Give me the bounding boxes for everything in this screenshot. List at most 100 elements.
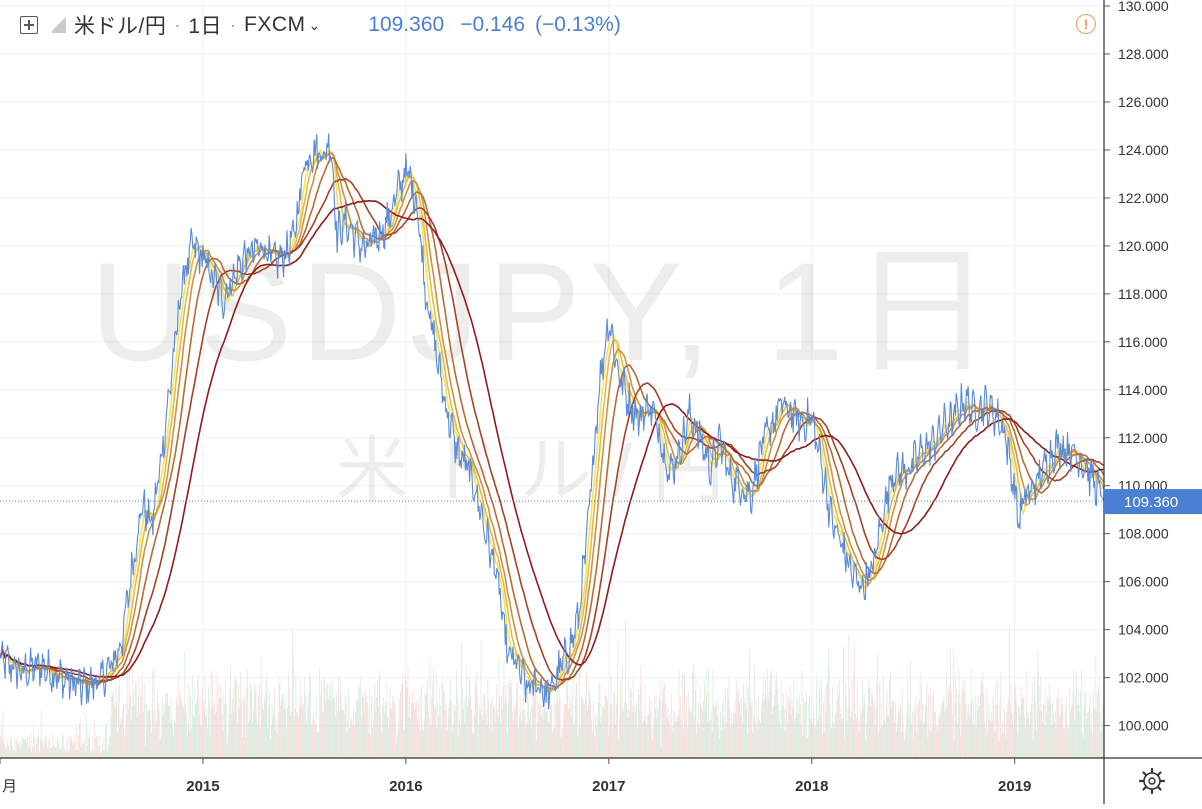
volume-bar — [687, 726, 688, 758]
plus-box-icon[interactable] — [20, 16, 38, 34]
volume-bar — [309, 671, 310, 758]
volume-bar — [485, 710, 487, 758]
volume-bar — [963, 691, 964, 758]
volume-bar — [869, 687, 871, 758]
time-axis[interactable]: 月 2015 2016 2017 2018 2019 — [0, 758, 1031, 795]
exchange-label[interactable]: FXCM — [244, 13, 306, 36]
volume-bar — [582, 698, 584, 758]
volume-bar — [518, 714, 520, 758]
flag-icon[interactable] — [52, 17, 66, 33]
y-tick-label: 100.000 — [1118, 718, 1169, 734]
price-axis[interactable]: 130.000 128.000 126.000 124.000 122.000 120.0… — [1104, 0, 1169, 734]
volume-bar — [168, 704, 169, 758]
volume-bar — [423, 719, 425, 758]
volume-bar — [1102, 703, 1104, 758]
volume-bar — [1002, 722, 1003, 758]
gear-icon[interactable] — [1138, 767, 1166, 795]
volume-bar — [138, 678, 140, 758]
volume-bar — [459, 719, 461, 758]
volume-bar — [101, 742, 103, 758]
volume-bar — [102, 749, 104, 758]
volume-bar — [305, 718, 307, 758]
volume-bar — [1027, 718, 1029, 758]
volume-bar — [321, 679, 322, 758]
volume-bar — [292, 655, 294, 758]
volume-bar — [732, 722, 733, 758]
volume-bar — [945, 708, 946, 758]
volume-bar — [693, 716, 695, 758]
volume-bar — [681, 718, 682, 758]
separator-dot: · — [174, 14, 181, 35]
volume-bar — [1012, 713, 1014, 758]
volume-bar — [246, 687, 248, 758]
volume-bar — [12, 751, 14, 758]
volume-bar — [158, 708, 160, 758]
volume-bar — [250, 685, 252, 758]
volume-bar — [879, 727, 881, 758]
volume-bar — [487, 680, 489, 758]
volume-bar — [33, 725, 34, 758]
volume-bar — [108, 738, 110, 758]
volume-bar — [416, 718, 418, 758]
volume-bar — [715, 706, 717, 758]
volume-bar — [353, 707, 355, 758]
volume-bar — [979, 705, 980, 758]
volume-bar — [105, 725, 107, 758]
volume-bar — [884, 720, 885, 758]
exclamation-circle-icon[interactable]: ! — [1076, 14, 1096, 34]
volume-bar — [957, 723, 958, 758]
volume-bar — [620, 706, 622, 758]
volume-bar — [843, 646, 845, 758]
volume-bar — [849, 686, 851, 758]
volume-bar — [1065, 697, 1067, 758]
volume-bar — [83, 743, 85, 758]
volume-bar — [203, 706, 205, 758]
volume-bar — [14, 738, 16, 758]
volume-bar — [748, 686, 749, 758]
volume-bar — [1044, 726, 1046, 758]
volume-bar — [670, 725, 671, 758]
volume-bar — [148, 710, 150, 758]
volume-bar — [444, 711, 446, 758]
volume-bar — [777, 704, 779, 758]
last-price-label: 109.360 — [1104, 489, 1202, 515]
volume-bar — [980, 692, 981, 758]
volume-bar — [1095, 656, 1097, 758]
volume-bar — [397, 729, 399, 758]
volume-bar — [107, 750, 108, 758]
interval-label[interactable]: 1日 — [188, 15, 223, 38]
volume-bar — [45, 737, 47, 758]
volume-bar — [771, 713, 773, 758]
volume-bar — [464, 723, 466, 758]
volume-bar — [2, 711, 4, 758]
volume-bar — [42, 741, 44, 758]
symbol-name[interactable]: 米ドル/円 — [74, 15, 167, 38]
volume-bar — [924, 706, 926, 758]
volume-bar — [842, 718, 844, 758]
volume-bar — [1101, 723, 1103, 758]
volume-bar — [157, 702, 159, 758]
volume-bar — [152, 712, 154, 758]
volume-bar — [336, 692, 338, 758]
volume-bar — [448, 707, 450, 758]
volume-bar — [1081, 733, 1083, 758]
volume-bar — [697, 721, 699, 758]
volume-bar — [781, 681, 783, 758]
volume-bar — [819, 691, 821, 758]
volume-bar — [852, 719, 854, 758]
volume-bar — [775, 680, 777, 758]
volume-bar — [135, 681, 136, 758]
volume-bar — [640, 665, 642, 758]
volume-bar — [494, 704, 496, 758]
volume-bar — [839, 680, 840, 758]
volume-bar — [1010, 684, 1012, 758]
chevron-down-icon[interactable]: ⌄ — [308, 16, 321, 33]
volume-bar — [737, 690, 739, 758]
volume-bar — [91, 748, 93, 758]
volume-bar — [1073, 670, 1075, 758]
volume-bar — [37, 737, 39, 758]
volume-bar — [515, 700, 517, 758]
volume-bar — [796, 696, 798, 758]
